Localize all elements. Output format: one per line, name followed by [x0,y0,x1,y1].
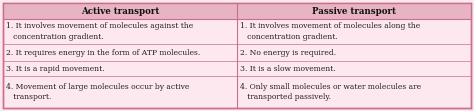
Text: 1. It involves movement of molecules against the
   concentration gradient.: 1. It involves movement of molecules aga… [6,23,193,41]
Text: 4. Movement of large molecules occur by active
   transport.: 4. Movement of large molecules occur by … [6,83,190,101]
Bar [237,3,471,19]
Text: 1. It involves movement of molecules along the
   concentration gradient.: 1. It involves movement of molecules alo… [240,23,420,41]
Text: 3. It is a slow movement.: 3. It is a slow movement. [240,65,336,73]
Text: 3. It is a rapid movement.: 3. It is a rapid movement. [6,65,105,73]
Text: Active transport: Active transport [81,7,159,16]
Text: 2. No energy is required.: 2. No energy is required. [240,49,336,57]
Text: 2. It requires energy in the form of ATP molecules.: 2. It requires energy in the form of ATP… [6,49,200,57]
Text: Passive transport: Passive transport [312,7,396,16]
Bar [3,3,237,19]
Text: 4. Only small molecules or water molecules are
   transported passively.: 4. Only small molecules or water molecul… [240,83,421,101]
